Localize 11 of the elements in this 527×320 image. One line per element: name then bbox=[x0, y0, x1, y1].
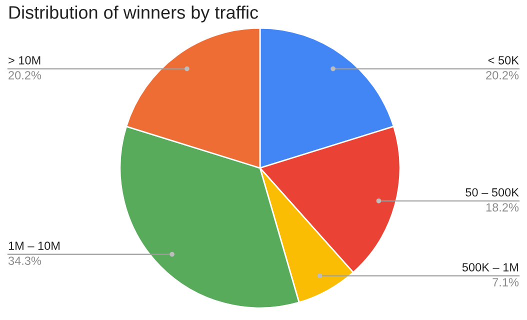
data-label: 18.2% bbox=[486, 203, 519, 212]
data-label: 34.3% bbox=[8, 256, 42, 265]
slice-label: > 10M bbox=[8, 56, 40, 64]
slice-label: 50 – 500K bbox=[466, 188, 519, 197]
slice-label: < 50K bbox=[488, 56, 519, 64]
data-label: 7.1% bbox=[492, 278, 519, 286]
data-label: 20.2% bbox=[8, 71, 42, 80]
slice-label: 500K – 1M bbox=[462, 263, 518, 272]
slice-label: 1M – 10M bbox=[8, 242, 60, 250]
data-label: 20.2% bbox=[486, 71, 519, 80]
chart-title: Distribution of winners by traffic bbox=[9, 6, 258, 22]
